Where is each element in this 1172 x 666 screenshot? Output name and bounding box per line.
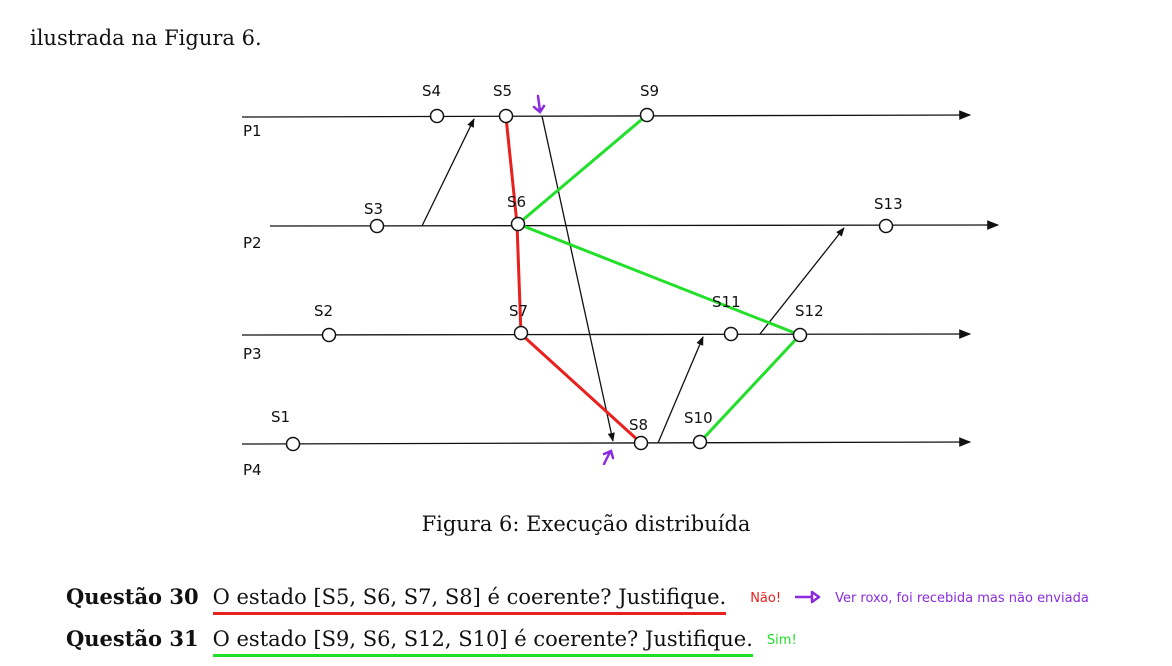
state-node-s11 [723, 326, 739, 342]
state-node-s8 [633, 435, 649, 451]
state-node-s3 [369, 218, 385, 234]
process-label-p2: P2 [243, 234, 262, 252]
message-p3-p2 [759, 227, 845, 335]
state-label-s1: S1 [271, 408, 290, 426]
state-node-s1 [285, 436, 301, 452]
process-label-p4: P4 [243, 461, 262, 479]
state-label-s4: S4 [422, 82, 441, 100]
state-node-s10 [692, 434, 708, 450]
state-node-s9 [639, 107, 655, 123]
purple-arrow-top [532, 94, 546, 114]
state-node-s12 [792, 327, 808, 343]
state-node-s6 [510, 216, 526, 232]
purple-arrow-bottom [602, 449, 615, 466]
question-30-note: Ver roxo, foi recebida mas não enviada [835, 591, 1089, 606]
state-label-s6: S6 [507, 193, 526, 211]
state-label-s3: S3 [364, 200, 383, 218]
state-node-s13 [878, 218, 894, 234]
state-label-s8: S8 [629, 416, 648, 434]
timeline-p1 [241, 110, 972, 120]
purple-arrow-icon [795, 590, 821, 603]
question-31-number: Questão 31 [66, 626, 199, 651]
message-p4-p3 [657, 336, 704, 444]
question-31-answer: Sim! [766, 633, 797, 648]
state-node-s5 [498, 108, 514, 124]
timeline-p4 [241, 437, 972, 447]
question-31-text: O estado [S9, S6, S12, S10] é coerente? … [212, 627, 753, 657]
process-label-p1: P1 [243, 122, 262, 140]
state-label-s12: S12 [795, 302, 824, 320]
figure-caption: Figura 6: Execução distribuída [421, 512, 751, 536]
intro-text: ilustrada na Figura 6. [30, 26, 262, 50]
green-cut-line [516, 113, 802, 444]
red-cut-line [504, 116, 643, 445]
state-label-s10: S10 [684, 409, 713, 427]
timeline-p3 [241, 329, 972, 339]
process-label-p3: P3 [243, 345, 262, 363]
state-label-s13: S13 [874, 195, 903, 213]
state-node-s7 [513, 325, 529, 341]
state-label-s9: S9 [640, 82, 659, 100]
question-30: Questão 30 O estado [S5, S6, S7, S8] é co… [66, 584, 1089, 615]
question-30-answer: Não! [750, 591, 782, 606]
state-label-s5: S5 [493, 82, 512, 100]
message-p2-p1 [421, 118, 475, 227]
state-label-s11: S11 [712, 293, 741, 311]
state-label-s7: S7 [509, 302, 528, 320]
question-30-text: O estado [S5, S6, S7, S8] é coerente? Ju… [212, 585, 727, 615]
question-31: Questão 31 O estado [S9, S6, S12, S10] é … [66, 626, 797, 657]
state-label-s2: S2 [314, 302, 333, 320]
message-p1-p4 [541, 115, 615, 442]
question-30-number: Questão 30 [66, 584, 199, 609]
timeline-p2 [269, 220, 1000, 230]
state-node-s2 [321, 327, 337, 343]
state-node-s4 [429, 108, 445, 124]
distributed-execution-diagram: P1 P2 P3 P4 S4 S5 S9 S3 S6 S13 S2 S7 S11… [241, 82, 1000, 479]
